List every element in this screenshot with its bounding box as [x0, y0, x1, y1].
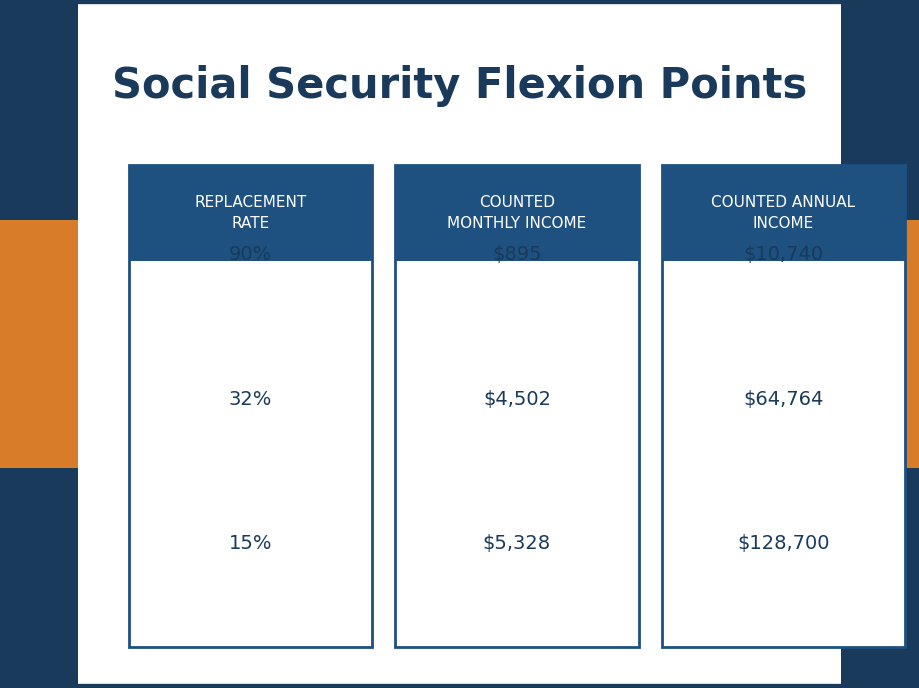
Text: $10,740: $10,740 — [743, 245, 823, 264]
Bar — [395, 165, 639, 261]
Bar — [129, 165, 372, 261]
Text: Social Security Flexion Points: Social Security Flexion Points — [112, 65, 807, 107]
FancyBboxPatch shape — [395, 165, 639, 647]
FancyBboxPatch shape — [662, 165, 905, 647]
Text: $64,764: $64,764 — [743, 389, 823, 409]
Text: $4,502: $4,502 — [483, 389, 550, 409]
Text: 15%: 15% — [229, 534, 272, 553]
Text: 90%: 90% — [229, 245, 272, 264]
Text: COUNTED
MONTHLY INCOME: COUNTED MONTHLY INCOME — [448, 195, 586, 231]
Bar — [841, 220, 919, 468]
Text: $5,328: $5,328 — [482, 534, 551, 553]
FancyBboxPatch shape — [129, 165, 372, 647]
Bar — [841, 0, 919, 688]
Text: REPLACEMENT
RATE: REPLACEMENT RATE — [194, 195, 307, 231]
Bar — [0, 0, 78, 688]
Text: COUNTED ANNUAL
INCOME: COUNTED ANNUAL INCOME — [711, 195, 856, 231]
Bar — [662, 165, 905, 261]
Text: 32%: 32% — [229, 389, 272, 409]
Text: $895: $895 — [493, 245, 541, 264]
Bar — [0, 220, 78, 468]
Text: $128,700: $128,700 — [737, 534, 830, 553]
